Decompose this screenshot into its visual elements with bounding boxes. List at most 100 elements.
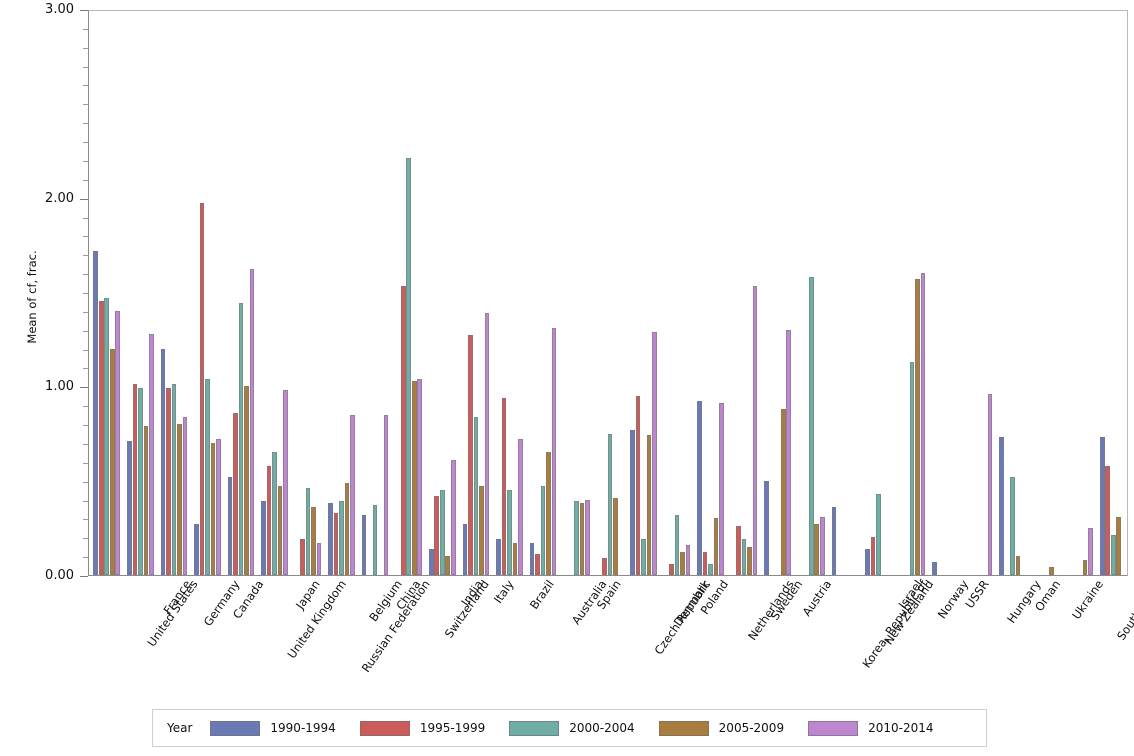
legend-entry[interactable]: 2010-2014 <box>808 720 934 736</box>
bar <box>468 335 473 575</box>
bar <box>613 497 618 575</box>
bar <box>439 490 445 575</box>
bar <box>932 561 937 575</box>
bar <box>708 563 713 575</box>
bar <box>210 442 216 575</box>
bar-group <box>93 11 121 575</box>
bar <box>652 331 657 575</box>
y-axis-tick-minor <box>83 519 88 521</box>
bar-group <box>597 11 624 575</box>
y-axis-tick-major <box>80 387 88 389</box>
legend-entry[interactable]: 2005-2009 <box>658 720 784 736</box>
bar <box>479 486 484 575</box>
y-axis-tick-minor <box>83 368 88 370</box>
x-axis: United States France Germany Canada United K… <box>88 577 1134 698</box>
bar <box>233 412 238 575</box>
bar-group <box>295 11 322 575</box>
bar <box>876 493 881 575</box>
y-axis-tick-minor <box>83 293 88 294</box>
x-axis-tick-label: Austria <box>799 577 835 619</box>
legend-entry[interactable]: 1995-1999 <box>359 720 485 736</box>
bar <box>713 518 719 575</box>
bar <box>808 276 814 575</box>
bar <box>333 512 339 575</box>
bar <box>831 507 837 575</box>
bar <box>1082 559 1088 575</box>
legend-title: Year <box>167 721 193 735</box>
bar-group <box>496 11 523 575</box>
bar-group <box>261 11 288 575</box>
legend-entry[interactable]: 2000-2004 <box>509 720 635 736</box>
bar <box>669 563 674 575</box>
bar <box>920 273 926 575</box>
y-axis-tick-minor <box>83 538 88 540</box>
y-axis-tick-minor <box>83 425 88 427</box>
bar-group <box>630 11 657 575</box>
bar <box>1099 437 1105 575</box>
bar <box>999 437 1004 575</box>
bar-group <box>328 11 355 575</box>
x-axis-tick-label: Ukraine <box>1069 577 1107 622</box>
bar <box>507 490 512 575</box>
bar-group <box>1066 11 1093 575</box>
x-axis-tick-label: Italy <box>490 577 517 606</box>
bar <box>909 361 915 575</box>
y-axis-tick-label: 1.00 <box>45 379 74 395</box>
bar <box>171 384 177 575</box>
y-axis-tick-minor <box>83 500 88 502</box>
y-axis-tick-minor <box>83 311 88 313</box>
bar <box>244 386 249 575</box>
y-axis-tick-minor <box>83 179 88 181</box>
legend-entries: 1990-1994 1995-1999 2000-2004 2005-2009 2010… <box>210 720 957 736</box>
bar <box>350 414 355 575</box>
bar <box>551 327 557 575</box>
bar <box>138 388 143 575</box>
bar <box>300 539 305 575</box>
bar <box>115 310 121 575</box>
legend-swatch <box>359 720 410 736</box>
bar-group <box>529 11 557 575</box>
y-axis-tick-minor <box>83 236 88 238</box>
bar <box>512 542 518 575</box>
bar <box>1010 476 1015 575</box>
bar-group <box>731 11 758 575</box>
y-axis-tick-minor <box>83 217 88 219</box>
y-axis-tick-minor <box>83 557 88 559</box>
legend-swatch <box>658 720 709 736</box>
bar <box>277 486 283 575</box>
bar <box>143 425 149 575</box>
y-axis-tick-major <box>80 10 88 11</box>
bar-group <box>932 11 959 575</box>
bar <box>546 452 551 575</box>
bar-group <box>462 11 490 575</box>
y-axis-tick-minor <box>83 85 88 87</box>
y-axis-tick-label: 3.00 <box>45 2 74 17</box>
bar <box>328 503 333 575</box>
y-axis-tick-minor <box>83 47 88 49</box>
bar-group <box>798 11 825 575</box>
y-axis-tick-label: 2.00 <box>45 190 74 206</box>
bar <box>685 544 691 575</box>
bar <box>417 378 422 575</box>
bar-group <box>428 11 456 575</box>
bar <box>406 158 411 575</box>
x-axis-tick-label: Brazil <box>527 577 558 612</box>
bar <box>680 552 685 575</box>
bar <box>473 416 479 575</box>
bar-group <box>127 11 154 575</box>
bar <box>109 348 115 575</box>
bar <box>484 312 490 575</box>
bar-group <box>227 11 255 575</box>
bar <box>741 539 747 575</box>
bar <box>462 524 468 575</box>
bar <box>1015 556 1021 575</box>
legend-entry[interactable]: 1990-1994 <box>210 720 336 736</box>
bar <box>344 482 350 575</box>
bar <box>182 416 188 575</box>
bar <box>540 486 546 575</box>
y-axis-title: Mean of cf, frac. <box>25 250 39 344</box>
bar-group <box>1033 11 1060 575</box>
bar <box>674 514 680 575</box>
bar <box>630 429 635 575</box>
bar <box>238 303 244 575</box>
